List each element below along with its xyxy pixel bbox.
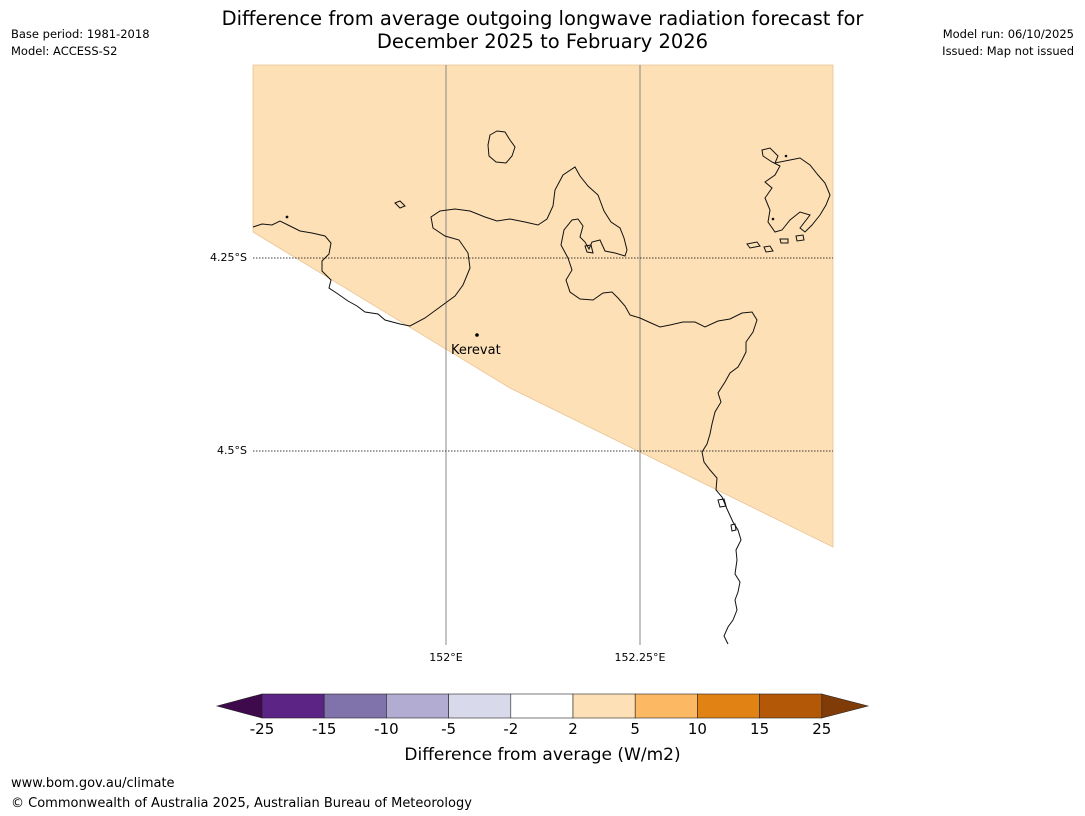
coastline-main — [252, 166, 758, 645]
coastline-islet-6 — [795, 234, 805, 242]
colorbar — [215, 693, 870, 719]
colorbar-extend-low — [215, 693, 263, 719]
colorbar-label: Difference from average (W/m2) — [404, 745, 681, 765]
coastline — [252, 130, 831, 645]
title-line-1: Difference from average outgoing longwav… — [221, 7, 864, 30]
islet-dot-1 — [285, 215, 289, 219]
colorbar-segment — [510, 693, 574, 719]
islet-dot-2 — [784, 154, 788, 158]
colorbar-segment — [261, 693, 325, 719]
colorbar-segment — [323, 693, 387, 719]
footer-url: www.bom.gov.au/climate — [11, 776, 175, 791]
colorbar-tick-label: 10 — [687, 720, 707, 738]
colorbar-tick-label: -25 — [249, 720, 275, 738]
colorbar-segment — [634, 693, 698, 719]
model-text: Model: ACCESS-S2 — [11, 44, 118, 58]
coastline-islet-7 — [717, 498, 727, 508]
base-period-text: Base period: 1981-2018 — [11, 27, 150, 41]
coastline-islet-4 — [763, 245, 774, 253]
colorbar-tick-label: -10 — [374, 720, 399, 738]
title-line-2: December 2025 to February 2026 — [376, 30, 709, 53]
colorbar-extend-high — [821, 693, 870, 719]
kerevat-marker — [475, 333, 479, 337]
colorbar-segment — [572, 693, 636, 719]
colorbar-tick-label: 25 — [812, 720, 832, 738]
header-meta-right: Model run: 06/10/2025 Issued: Map not is… — [942, 26, 1074, 60]
colorbar-segment — [697, 693, 760, 719]
lat-label-4-25s: 4.25°S — [210, 251, 247, 264]
coastline-islet-2 — [584, 244, 594, 254]
issued-text: Issued: Map not issued — [942, 44, 1074, 58]
place-label-kerevat: Kerevat — [451, 343, 501, 358]
colorbar-segment — [448, 693, 512, 719]
coastline-islet-1 — [394, 200, 406, 209]
lat-label-4-5s: 4.5°S — [217, 444, 247, 457]
coastline-duke-of-york — [761, 147, 831, 233]
colorbar-ticks: -25 -15 -10 -5 -2 2 5 10 15 25 — [0, 720, 1085, 740]
colorbar-tick-label: -15 — [311, 720, 337, 738]
coastline-north-island — [487, 130, 516, 164]
coastline-islet-3 — [746, 241, 761, 249]
colorbar-tick-label: 2 — [568, 720, 578, 738]
islet-dot-3 — [771, 217, 775, 221]
colorbar-segment — [759, 693, 823, 719]
header-meta-left: Base period: 1981-2018 Model: ACCESS-S2 — [11, 26, 150, 60]
lon-label-152-25e: 152.25°E — [614, 651, 666, 664]
colorbar-segment — [386, 693, 449, 719]
map-title: Difference from average outgoing longwav… — [0, 7, 1085, 53]
colorbar-tick-label: 15 — [750, 720, 770, 738]
footer-copyright: © Commonwealth of Australia 2025, Austra… — [11, 796, 472, 811]
colorbar-tick-label: -2 — [503, 720, 519, 738]
coastline-islet-8 — [730, 523, 737, 532]
model-run-text: Model run: 06/10/2025 — [942, 27, 1074, 41]
coastline-islet-5 — [779, 238, 789, 244]
forecast-region — [252, 64, 834, 548]
colorbar-tick-label: -5 — [441, 720, 457, 738]
colorbar-tick-label: 5 — [630, 720, 640, 738]
lon-label-152e: 152°E — [429, 651, 463, 664]
